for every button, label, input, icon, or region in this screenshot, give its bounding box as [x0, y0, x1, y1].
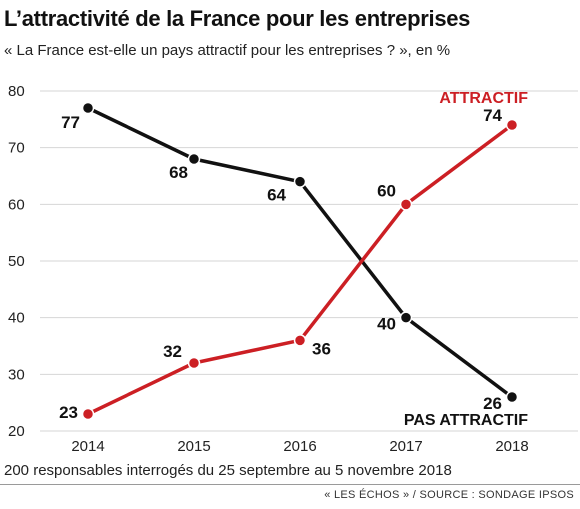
- y-tick-label: 30: [8, 366, 25, 383]
- source-credit: « LES ÉCHOS » / SOURCE : SONDAGE IPSOS: [324, 489, 574, 501]
- x-tick-label: 2017: [389, 438, 422, 455]
- footer-divider: [0, 484, 580, 485]
- data-point: [81, 101, 95, 115]
- data-label: 32: [163, 342, 182, 361]
- data-label: 74: [483, 106, 502, 125]
- y-tick-label: 50: [8, 253, 25, 270]
- data-point: [81, 407, 95, 421]
- series-name-label: PAS ATTRACTIF: [404, 412, 528, 429]
- x-tick-label: 2018: [495, 438, 528, 455]
- data-label: 23: [59, 403, 78, 422]
- x-tick-label: 2016: [283, 438, 316, 455]
- data-point: [505, 390, 519, 404]
- data-point: [399, 311, 413, 324]
- data-label: 60: [377, 181, 396, 200]
- x-tick-label: 2015: [177, 438, 210, 455]
- data-label: 64: [267, 186, 286, 205]
- data-label: 68: [169, 163, 188, 182]
- line-chart: 20 30 40 50 60 70 80 2014 2015 2016 2017 2018 77 68…: [8, 83, 578, 455]
- data-point: [505, 118, 519, 132]
- x-tick-label: 2014: [71, 438, 104, 455]
- series-line: [87, 106, 514, 399]
- sample-note: 200 responsables interrogés du 25 septem…: [4, 462, 452, 479]
- series-line: [87, 123, 514, 416]
- data-label: 26: [483, 394, 502, 413]
- data-label: 36: [312, 339, 331, 358]
- series-name-label: ATTRACTIF: [439, 90, 528, 107]
- y-tick-label: 20: [8, 423, 25, 440]
- chart-title: L’attractivité de la France pour les ent…: [4, 6, 471, 31]
- y-tick-label: 60: [8, 196, 25, 213]
- data-point: [399, 198, 413, 211]
- data-point: [187, 356, 201, 370]
- y-tick-label: 80: [8, 83, 25, 100]
- y-tick-label: 40: [8, 310, 25, 327]
- chart-subtitle: « La France est-elle un pays attractif p…: [4, 42, 451, 59]
- data-point: [187, 152, 201, 166]
- y-tick-label: 70: [8, 140, 25, 157]
- data-point: [293, 334, 307, 347]
- data-label: 40: [377, 315, 396, 334]
- data-label: 77: [61, 113, 80, 132]
- data-point: [293, 175, 307, 188]
